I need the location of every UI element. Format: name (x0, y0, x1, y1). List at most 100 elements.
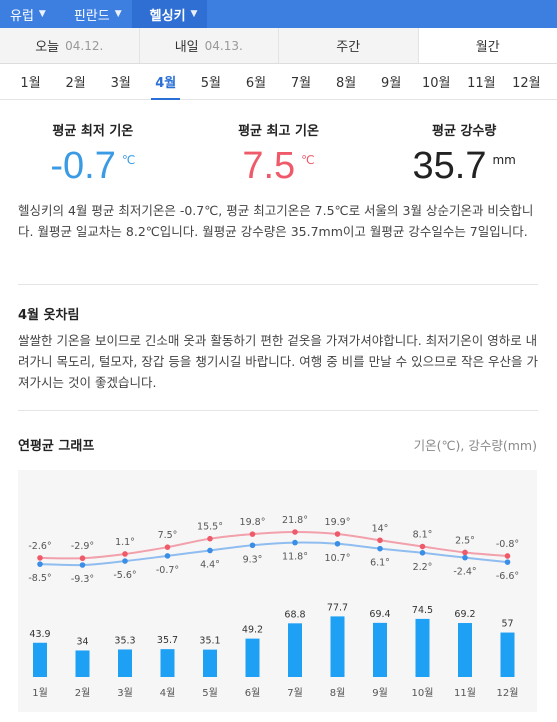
high-temp-point (292, 529, 298, 535)
x-tick-label: 3월 (117, 687, 133, 699)
x-tick-label: 9월 (372, 687, 388, 699)
high-temp-point (419, 543, 426, 550)
breadcrumb-country[interactable]: 핀란드 ▼ (55, 0, 140, 28)
tab-weekly[interactable]: 주간 (279, 28, 419, 63)
rain-bar (203, 649, 217, 677)
tab-month-7[interactable]: 7월 (290, 76, 312, 91)
breadcrumb-city[interactable]: 헬싱키 ▼ (131, 0, 208, 28)
rain-label: 34 (76, 636, 88, 647)
low-temp-point (334, 540, 341, 547)
avg-low-value: -0.7 (50, 145, 116, 187)
high-temp-point (504, 553, 511, 559)
rain-label: 77.7 (327, 602, 348, 613)
tab-month-1[interactable]: 1월 (20, 76, 41, 91)
high-temp-label: -0.8° (496, 539, 519, 550)
low-temp-label: -9.3° (71, 574, 94, 585)
x-tick-label: 6월 (245, 687, 261, 699)
x-tick-label: 10월 (412, 687, 434, 699)
breadcrumb: 유럽 ▼ 핀란드 ▼ 헬싱키 ▼ (0, 0, 557, 28)
annual-chart: -2.6° -2.9° 1.1° 7.5° 15.5° 19.8° 21.8° 19.9° 14… (18, 470, 537, 712)
high-temp-label: 19.9° (325, 517, 351, 528)
low-temp-label: -0.7° (156, 565, 179, 576)
rain-bar (373, 622, 387, 677)
low-temp-label: 10.7° (325, 553, 351, 564)
tab-month-5[interactable]: 5월 (200, 76, 221, 91)
low-temp-point (377, 545, 383, 552)
low-temp-point (249, 542, 256, 549)
rain-bar (500, 632, 515, 677)
low-temp-label: -5.6° (113, 570, 136, 581)
tab-month-10[interactable]: 10월 (421, 76, 451, 91)
stat-avg-rain: 평균 강수량 35.7 mm (412, 124, 516, 187)
low-temp-label: -2.4° (453, 567, 476, 578)
high-temp-label: 14° (372, 523, 389, 534)
low-temp-label: 4.4° (200, 559, 220, 570)
rain-label: 49.2 (242, 625, 263, 636)
annual-chart-svg: -2.6° -2.9° 1.1° 7.5° 15.5° 19.8° 21.8° 19.9° 14… (28, 515, 519, 699)
x-tick-label: 11월 (454, 687, 476, 699)
mm-unit: mm (492, 153, 516, 167)
x-tick-label: 12월 (497, 687, 519, 699)
divider (18, 284, 538, 285)
tab-month-12[interactable]: 12월 (512, 76, 541, 91)
high-temp-point (377, 537, 383, 544)
graph-units: 기온(℃), 강수량(mm) (413, 438, 537, 453)
high-temp-point (122, 551, 128, 557)
low-temp-label: 6.1° (370, 558, 390, 569)
high-temp-label: 21.8° (282, 515, 308, 526)
rain-bar (160, 649, 175, 677)
tab-monthly[interactable]: 월간 (418, 28, 557, 63)
period-tabs: 오늘 04.12. 내일 04.13. 주간 월간 (0, 28, 557, 64)
low-temp-point (207, 547, 213, 554)
month-description: 헬싱키의 4월 평균 최저기온은 -0.7℃, 평균 최고기온은 7.5℃로 서… (18, 203, 534, 239)
celsius-unit: ℃ (301, 153, 315, 167)
rain-bar (458, 623, 472, 677)
tab-month-8[interactable]: 8월 (335, 76, 357, 91)
x-tick-label: 5월 (202, 687, 218, 699)
celsius-unit: ℃ (121, 153, 136, 167)
tab-month-3[interactable]: 3월 (110, 76, 131, 91)
tab-today[interactable]: 오늘 04.12. (0, 28, 140, 63)
rain-bar (118, 649, 132, 677)
rain-bar (288, 623, 302, 677)
tab-month-9[interactable]: 9월 (381, 76, 402, 91)
rain-label: 35.7 (157, 635, 178, 646)
x-tick-label: 1월 (32, 687, 48, 699)
low-temp-point (504, 559, 511, 565)
high-temp-point (334, 531, 341, 537)
tab-month-11[interactable]: 11월 (467, 76, 496, 91)
avg-high-value: 7.5 (242, 145, 296, 187)
tab-month-4[interactable]: 4월 (143, 64, 188, 100)
rain-label: 43.9 (29, 629, 50, 640)
high-temp-label: 2.5° (455, 535, 475, 546)
tab-month-2[interactable]: 2월 (65, 76, 86, 91)
low-temp-label: 9.3° (243, 554, 263, 565)
low-temp-label: -6.6° (496, 571, 519, 582)
x-tick-label: 8월 (330, 687, 346, 699)
rain-label: 35.3 (114, 635, 135, 646)
stat-avg-high: 평균 최고 기온 7.5 ℃ (238, 124, 319, 187)
breadcrumb-continent[interactable]: 유럽 ▼ (0, 0, 64, 28)
high-temp-label: 1.1° (115, 537, 135, 548)
low-temp-point (462, 554, 468, 561)
graph-title: 연평균 그래프 (18, 439, 95, 454)
tab-tomorrow[interactable]: 내일 04.13. (139, 28, 279, 63)
rain-label: 68.8 (284, 609, 305, 620)
rain-bar (33, 642, 47, 677)
x-tick-label: 2월 (75, 687, 91, 699)
low-temp-point (419, 549, 426, 556)
high-temp-label: -2.6° (28, 541, 51, 552)
tab-month-6[interactable]: 6월 (245, 76, 267, 91)
stat-avg-low: 평균 최저 기온 -0.7 ℃ (50, 124, 136, 187)
high-temp-line (39, 530, 508, 560)
divider (18, 410, 538, 411)
low-temp-point (292, 539, 298, 546)
x-tick-label: 4월 (160, 687, 176, 699)
low-temp-label: -8.5° (28, 573, 51, 584)
high-temp-label: -2.9° (71, 541, 94, 552)
chevron-down-icon: ▼ (38, 9, 46, 19)
high-temp-point (249, 531, 256, 537)
high-temp-point (37, 555, 43, 561)
avg-rain-value: 35.7 (412, 145, 487, 187)
low-temp-point (164, 553, 171, 559)
